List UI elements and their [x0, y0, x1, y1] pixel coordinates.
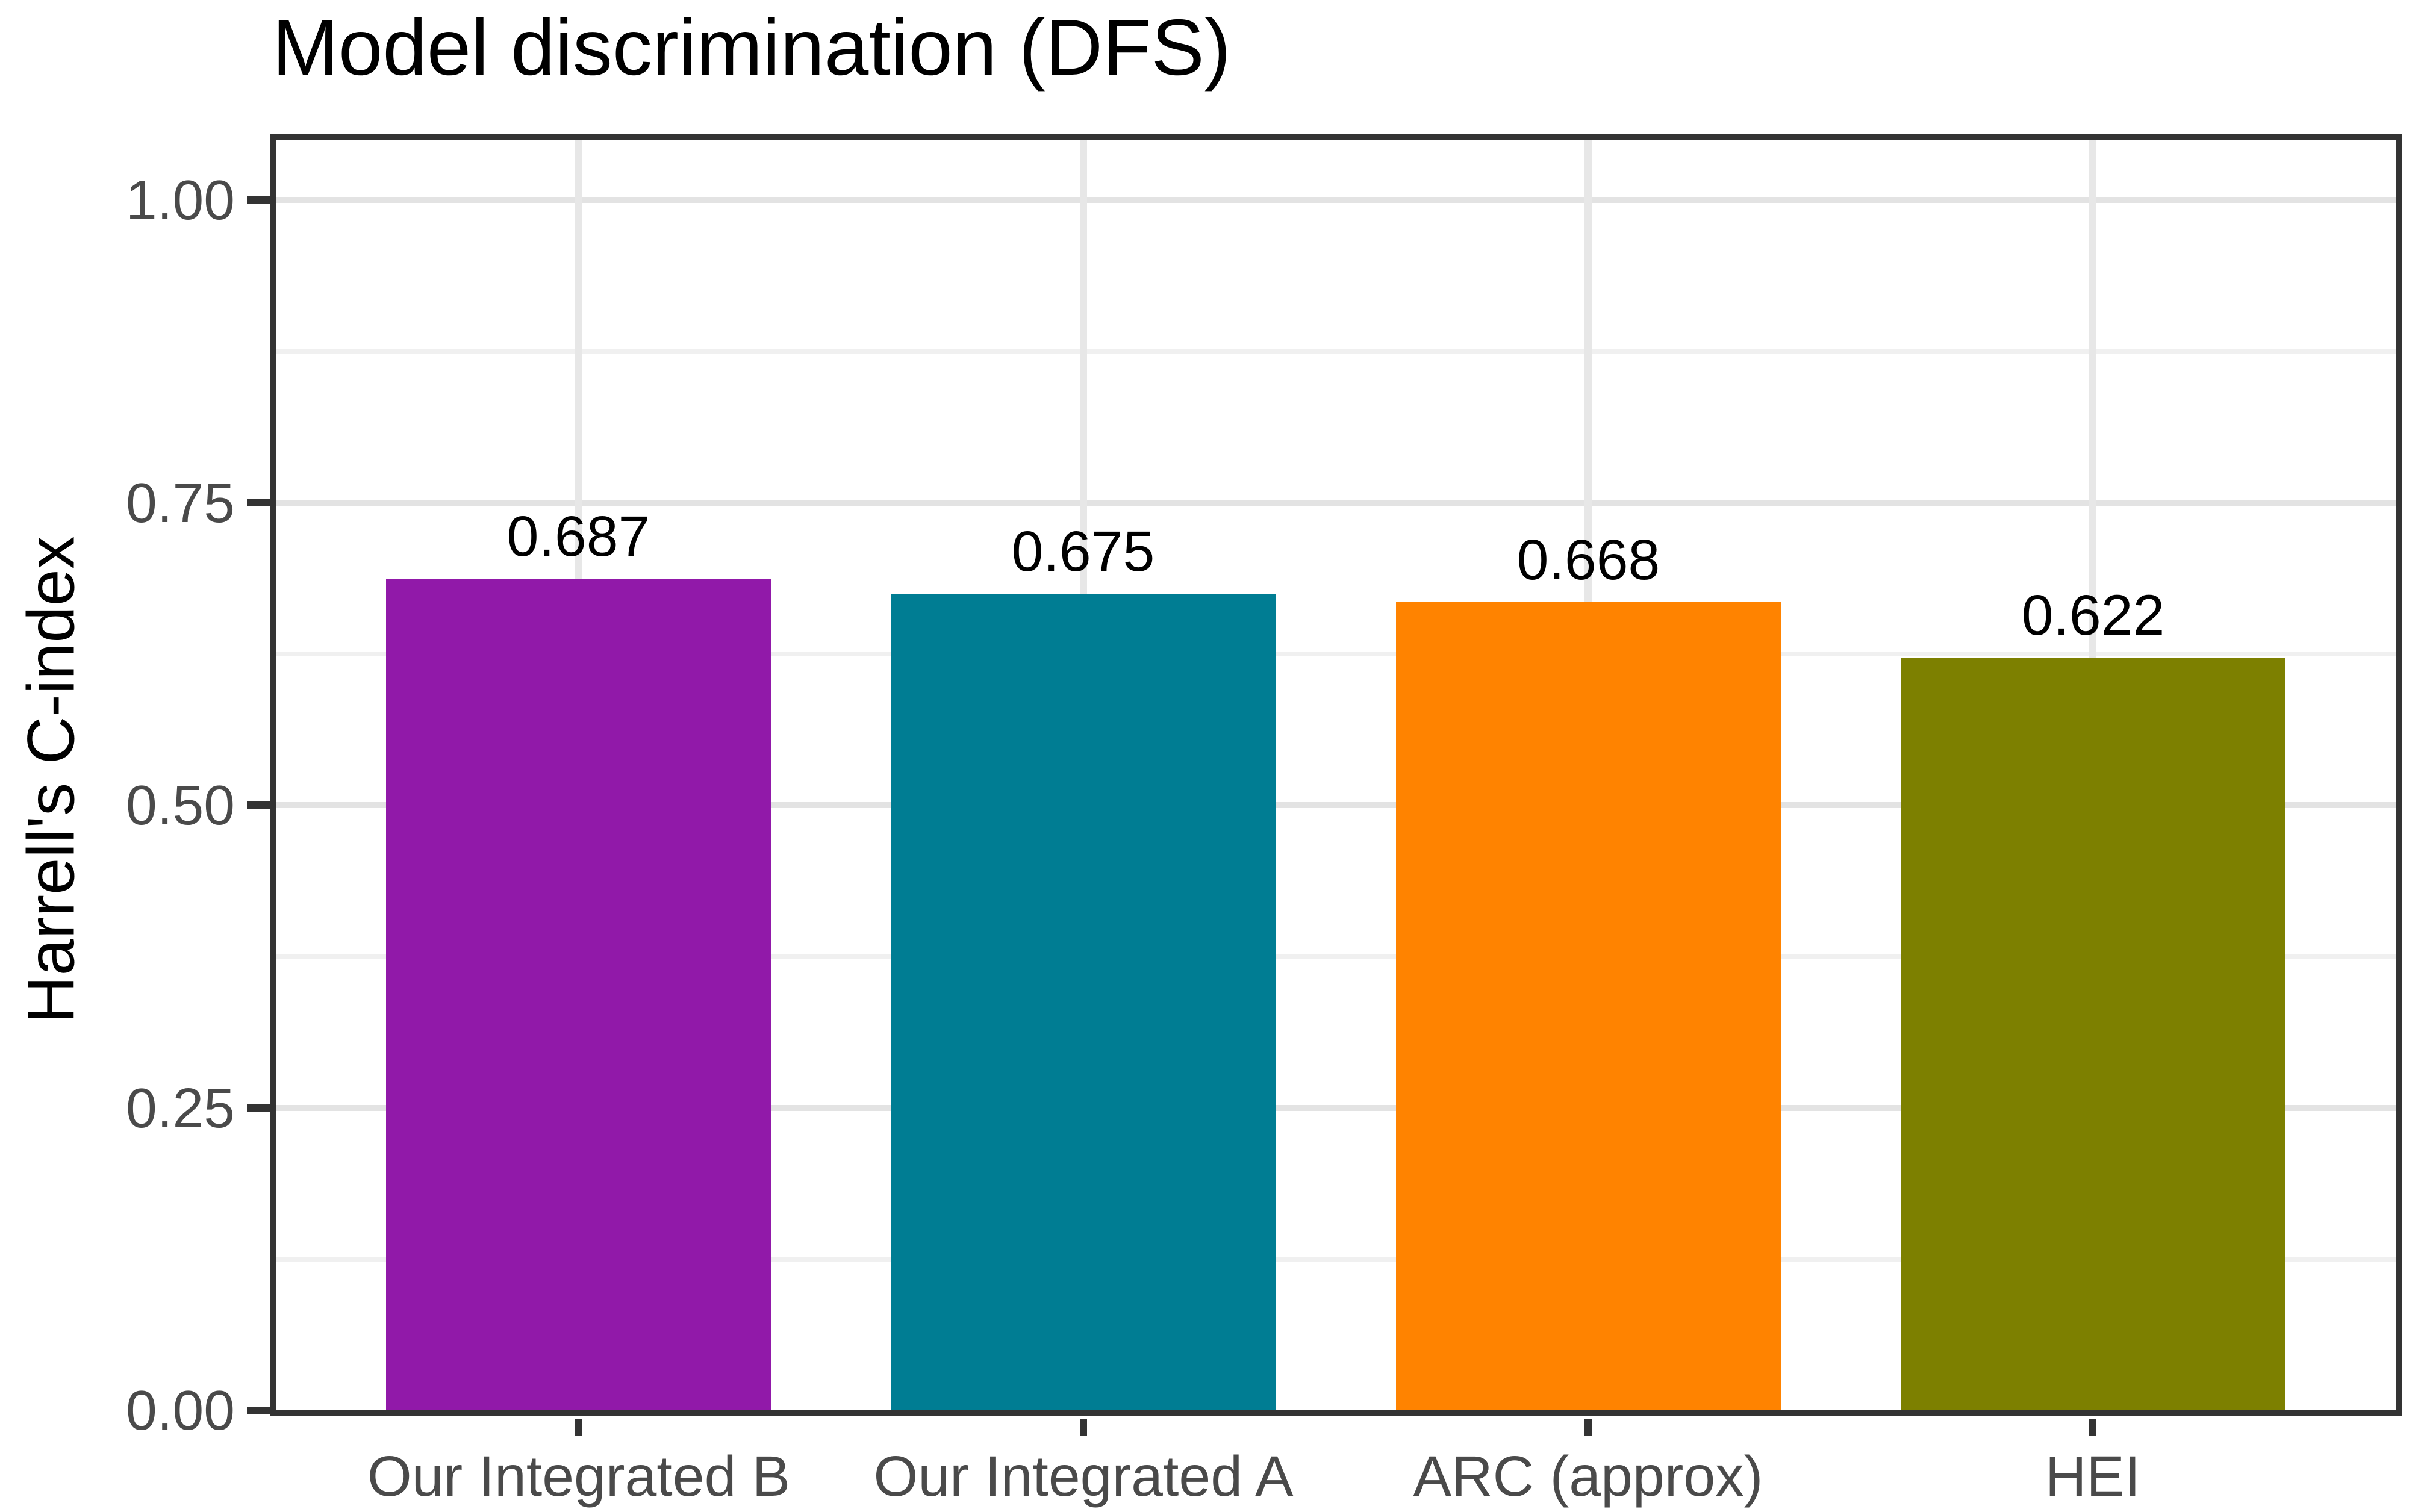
y-tick-mark	[247, 196, 270, 204]
y-tick-mark	[247, 1407, 270, 1414]
gridline-h	[276, 499, 2396, 506]
gridline-h	[276, 1104, 2396, 1111]
y-tick-label: 0.50	[125, 774, 235, 837]
chart-title: Model discrimination (DFS)	[272, 3, 1231, 92]
x-tick-label-hei: HEI	[2045, 1445, 2141, 1508]
y-tick-mark	[247, 1104, 270, 1112]
gridline-h	[276, 1256, 2396, 1262]
x-tick-mark	[575, 1419, 582, 1436]
y-tick-mark	[247, 801, 270, 809]
bar-value-label: 0.687	[506, 505, 650, 568]
plot-panel: 0.687 0.675 0.668 0.622	[270, 134, 2402, 1416]
bar-value-label: 0.622	[2021, 583, 2165, 647]
y-tick-mark	[247, 499, 270, 506]
y-tick-label: 0.25	[125, 1076, 235, 1139]
x-tick-mark	[1584, 1419, 1592, 1436]
bar-arc-approx: 0.668	[1396, 528, 1781, 1410]
y-tick-label: 0.00	[125, 1379, 235, 1442]
x-tick-label-arc-approx: ARC (approx)	[1413, 1445, 1763, 1508]
gridline-h	[276, 652, 2396, 657]
gridline-h	[276, 349, 2396, 354]
bar-value-label: 0.668	[1516, 528, 1660, 592]
bar-hei: 0.622	[1901, 583, 2285, 1410]
bar-our-integrated-b: 0.687	[386, 505, 771, 1410]
gridline-h	[276, 802, 2396, 809]
x-tick-mark	[2089, 1419, 2096, 1436]
bars-layer: 0.687 0.675 0.668 0.622	[276, 140, 2396, 1410]
y-tick-label: 1.00	[125, 169, 235, 232]
x-tick-label-our-integrated-a: Our Integrated A	[873, 1445, 1294, 1508]
x-tick-mark	[1080, 1419, 1087, 1436]
gridline-h	[276, 954, 2396, 959]
bar-value-label: 0.675	[1011, 520, 1155, 583]
bar-our-integrated-a: 0.675	[891, 520, 1276, 1410]
gridline-h	[276, 197, 2396, 204]
x-tick-label-our-integrated-b: Our Integrated B	[367, 1445, 791, 1508]
y-tick-label: 0.75	[125, 471, 235, 534]
